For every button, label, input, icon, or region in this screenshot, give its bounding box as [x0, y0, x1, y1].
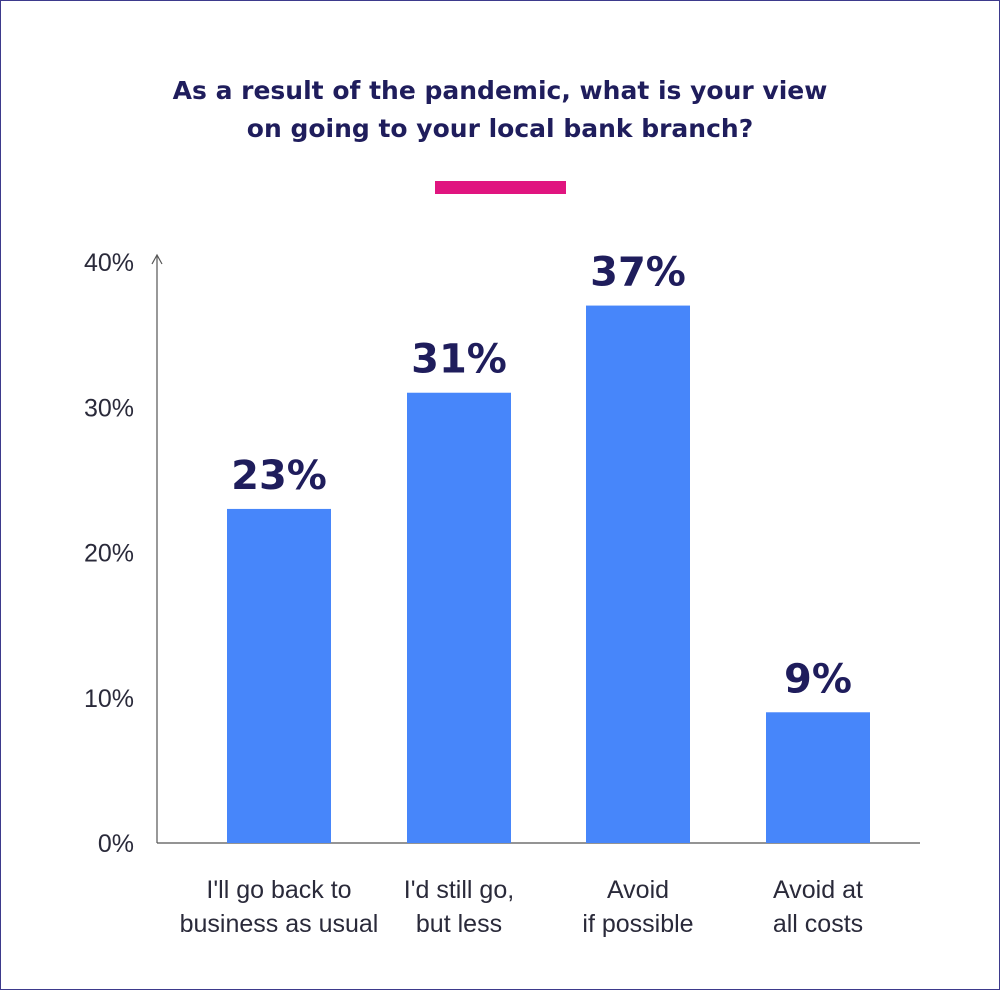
chart-title-line-2: on going to your local bank branch? [246, 114, 754, 143]
y-tick-label: 40% [84, 249, 134, 277]
category-label: I'd still go, [404, 876, 514, 904]
y-tick-label: 10% [84, 685, 134, 713]
category-label: Avoid [607, 876, 669, 904]
bar [586, 305, 690, 843]
data-label: 31% [411, 337, 507, 383]
y-tick-label: 0% [98, 830, 134, 858]
y-tick-label: 30% [84, 394, 134, 422]
data-label: 9% [784, 656, 852, 702]
data-label: 23% [231, 453, 327, 499]
chart-title-line-1: As a result of the pandemic, what is you… [172, 76, 828, 105]
y-axis-arrow [151, 253, 163, 265]
category-label: all costs [773, 910, 863, 938]
title-accent-bar [435, 181, 566, 194]
data-label: 37% [590, 250, 686, 296]
bar [227, 508, 331, 843]
category-label: Avoid at [773, 876, 863, 904]
category-label: but less [416, 910, 502, 938]
category-label: I'll go back to [206, 876, 351, 904]
bar [766, 712, 870, 843]
y-tick-label: 20% [84, 540, 134, 568]
category-label: if possible [582, 910, 693, 938]
chart-title: As a result of the pandemic, what is you… [0, 72, 1000, 148]
category-label: business as usual [180, 910, 379, 938]
bar [407, 392, 511, 843]
